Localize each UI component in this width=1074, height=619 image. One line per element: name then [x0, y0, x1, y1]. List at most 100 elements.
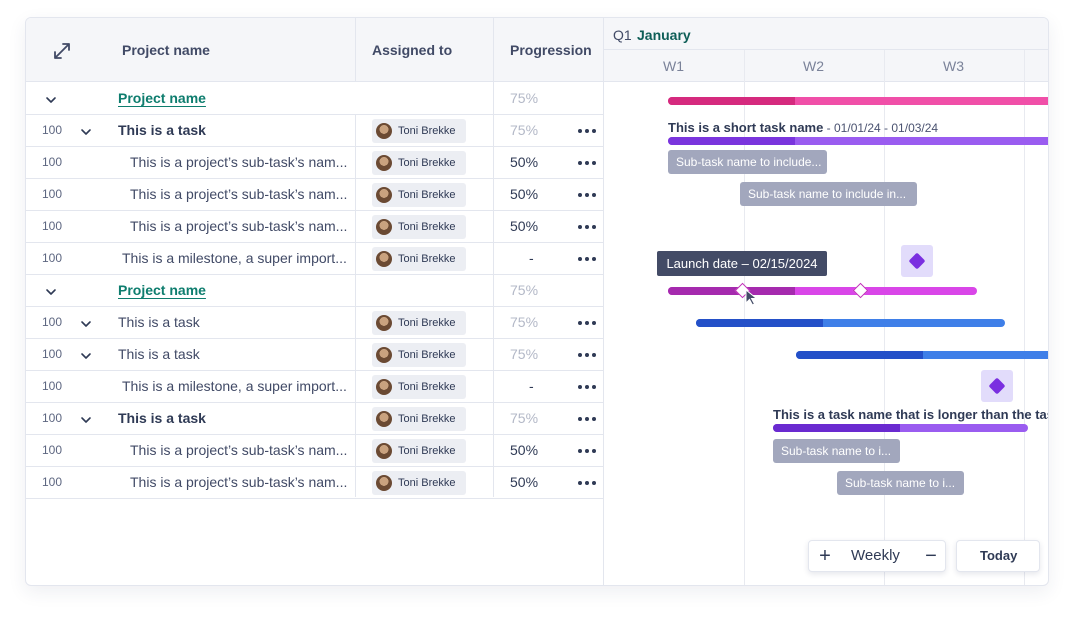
table-row[interactable]: 100 This is a milestone, a super import..…: [26, 243, 603, 275]
month-label: January: [637, 27, 691, 43]
more-options-icon[interactable]: [578, 161, 596, 165]
project-bar[interactable]: [668, 97, 1048, 105]
task-bar[interactable]: [796, 351, 1048, 359]
table-row[interactable]: 100 This is a project’s sub-task’s nam...…: [26, 179, 603, 211]
assignee-chip[interactable]: Toni Brekke: [372, 247, 466, 271]
table-row[interactable]: 100 This is a task Toni Brekke 75%: [26, 307, 603, 339]
zoom-in-button[interactable]: +: [819, 545, 831, 567]
subtask-bar[interactable]: Sub-task name to i...: [773, 439, 900, 463]
progress-value: 50%: [510, 474, 539, 490]
milestone-marker[interactable]: [981, 370, 1013, 402]
subtask-name[interactable]: This is a project’s sub-task’s nam...: [130, 154, 348, 170]
avatar: [376, 443, 392, 459]
assignee-chip[interactable]: Toni Brekke: [372, 471, 466, 495]
more-options-icon[interactable]: [578, 353, 596, 357]
assignee-name: Toni Brekke: [398, 349, 456, 361]
scale-selector[interactable]: Weekly: [851, 547, 900, 564]
project-row[interactable]: Project name 75%: [26, 83, 603, 115]
column-header-project-name[interactable]: Project name: [122, 42, 210, 58]
diamond-icon: [988, 377, 1006, 395]
more-options-icon[interactable]: [578, 385, 596, 389]
chevron-down-icon[interactable]: [45, 285, 57, 297]
week-header: [604, 50, 1048, 82]
table-row[interactable]: 100 This is a project’s sub-task’s nam...…: [26, 435, 603, 467]
assignee-chip[interactable]: Toni Brekke: [372, 215, 466, 239]
table-row[interactable]: 100 This is a project’s sub-task’s nam...…: [26, 211, 603, 243]
today-button[interactable]: Today: [956, 540, 1040, 572]
chevron-down-icon[interactable]: [80, 125, 92, 137]
task-bar[interactable]: [696, 319, 1005, 327]
assignee-chip[interactable]: Toni Brekke: [372, 183, 466, 207]
subtask-name[interactable]: This is a project’s sub-task’s nam...: [130, 442, 348, 458]
table-row[interactable]: 100 This is a milestone, a super import..…: [26, 371, 603, 403]
subtask-name[interactable]: This is a project’s sub-task’s nam...: [130, 218, 348, 234]
more-options-icon[interactable]: [578, 417, 596, 421]
assignee-chip[interactable]: Toni Brekke: [372, 311, 466, 335]
assignee-chip[interactable]: Toni Brekke: [372, 439, 466, 463]
week-label: W2: [803, 58, 824, 74]
project-name-link[interactable]: Project name: [118, 282, 206, 298]
more-options-icon[interactable]: [578, 225, 596, 229]
task-name[interactable]: This is a task: [118, 122, 206, 138]
quarter-label: Q1: [613, 27, 632, 43]
table-row[interactable]: 100 This is a task Toni Brekke 75%: [26, 339, 603, 371]
subtask-bar[interactable]: Sub-task name to i...: [837, 471, 964, 495]
task-name[interactable]: This is a task: [118, 314, 200, 330]
column-header-assigned-to[interactable]: Assigned to: [372, 42, 453, 58]
avatar: [376, 219, 392, 235]
table-row[interactable]: 100 This is a task Toni Brekke 75%: [26, 115, 603, 147]
project-bar[interactable]: [668, 287, 977, 295]
assignee-chip[interactable]: Toni Brekke: [372, 119, 466, 143]
row-number: 100: [42, 123, 63, 137]
avatar: [376, 251, 392, 267]
table-row[interactable]: 100 This is a project’s sub-task’s nam...…: [26, 467, 603, 499]
column-divider: [493, 82, 494, 497]
project-name-link[interactable]: Project name: [118, 90, 206, 106]
table-row[interactable]: 100 This is a project’s sub-task’s nam...…: [26, 147, 603, 179]
row-number: 100: [42, 475, 63, 489]
zoom-control: + Weekly −: [808, 540, 946, 572]
column-divider: [355, 114, 356, 497]
milestone-name[interactable]: This is a milestone, a super import...: [122, 250, 347, 266]
table-header: Project name Assigned to Progression: [26, 18, 603, 82]
task-bar[interactable]: [773, 424, 1028, 432]
subtask-name[interactable]: This is a project’s sub-task’s nam...: [130, 186, 348, 202]
more-options-icon[interactable]: [578, 449, 596, 453]
assignee-name: Toni Brekke: [398, 157, 456, 169]
more-options-icon[interactable]: [578, 481, 596, 485]
more-options-icon[interactable]: [578, 257, 596, 261]
chevron-down-icon[interactable]: [80, 317, 92, 329]
progress-value: 75%: [510, 410, 539, 426]
subtask-bar[interactable]: Sub-task name to include in...: [740, 182, 917, 206]
chevron-down-icon[interactable]: [45, 93, 57, 105]
assignee-chip[interactable]: Toni Brekke: [372, 343, 466, 367]
column-header-progression[interactable]: Progression: [510, 42, 592, 58]
more-options-icon[interactable]: [578, 193, 596, 197]
week-label: W1: [663, 58, 684, 74]
table-row[interactable]: 100 This is a task Toni Brekke 75%: [26, 403, 603, 435]
task-name[interactable]: This is a task: [118, 346, 200, 362]
more-options-icon[interactable]: [578, 129, 596, 133]
subtask-bar[interactable]: Sub-task name to include...: [668, 150, 827, 174]
row-number: 100: [42, 187, 63, 201]
project-row[interactable]: Project name 75%: [26, 275, 603, 307]
zoom-out-button[interactable]: −: [925, 545, 937, 567]
task-bar[interactable]: [668, 137, 1048, 145]
chevron-down-icon[interactable]: [80, 413, 92, 425]
expand-icon[interactable]: [52, 41, 72, 61]
assignee-chip[interactable]: Toni Brekke: [372, 407, 466, 431]
dependency-handle[interactable]: [852, 282, 869, 299]
avatar: [376, 315, 392, 331]
cursor-icon: [745, 289, 758, 306]
assignee-chip[interactable]: Toni Brekke: [372, 151, 466, 175]
progress-value: 75%: [510, 122, 539, 138]
row-number: 100: [42, 379, 63, 393]
assignee-chip[interactable]: Toni Brekke: [372, 375, 466, 399]
task-name[interactable]: This is a task: [118, 410, 206, 426]
subtask-name[interactable]: This is a project’s sub-task’s nam...: [130, 474, 348, 490]
milestone-marker[interactable]: [901, 245, 933, 277]
more-options-icon[interactable]: [578, 321, 596, 325]
milestone-name[interactable]: This is a milestone, a super import...: [122, 378, 347, 394]
progress-value: 75%: [510, 282, 539, 298]
chevron-down-icon[interactable]: [80, 349, 92, 361]
